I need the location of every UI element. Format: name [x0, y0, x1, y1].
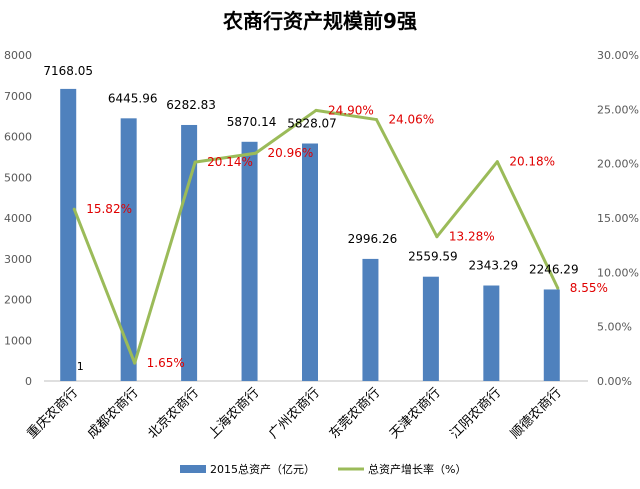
y-left-tick-label: 1000 [4, 334, 32, 347]
bar-value-label: 7168.05 [43, 64, 93, 78]
y-right-tick-label: 10.00% [597, 266, 639, 279]
line-value-label: 24.06% [388, 113, 434, 127]
y-right-tick-label: 5.00% [597, 321, 632, 334]
bar-value-label: 6282.83 [166, 98, 216, 112]
y-left-tick-label: 7000 [4, 90, 32, 103]
y-right-tick-label: 25.00% [597, 103, 639, 116]
legend-swatch-bar [180, 465, 206, 473]
x-tick-label: 重庆农商行 [24, 385, 81, 442]
line-point [72, 207, 76, 211]
line-point [254, 151, 258, 155]
bar [60, 88, 77, 381]
y-right-tick-label: 0.00% [597, 375, 632, 388]
x-tick-label: 东莞农商行 [327, 385, 384, 442]
line-value-label: 13.28% [449, 230, 495, 244]
bar-value-label: 6445.96 [108, 91, 158, 105]
y-right-tick-label: 20.00% [597, 158, 639, 171]
x-tick-label: 江阴农商行 [448, 385, 505, 442]
line-value-label: 24.90% [328, 103, 374, 117]
line-point [133, 361, 137, 365]
y-left-tick-label: 4000 [4, 212, 32, 225]
line-value-label: 20.18% [509, 155, 555, 169]
line-point [495, 160, 499, 164]
bar [483, 285, 500, 381]
y-left-tick-label: 2000 [4, 294, 32, 307]
line-point [193, 160, 197, 164]
x-tick-label: 天津农商行 [387, 385, 444, 442]
bar-value-label: 5870.14 [227, 115, 277, 129]
bar [241, 141, 258, 381]
y-left-tick-label: 5000 [4, 171, 32, 184]
legend-label-line: 总资产增长率（%） [368, 462, 466, 476]
bar-value-label: 2996.26 [348, 232, 398, 246]
line-value-label: 1.65% [147, 356, 185, 370]
legend-label-bar: 2015总资产（亿元） [210, 462, 315, 476]
y-right-tick-label: 30.00% [597, 49, 639, 62]
y-left-tick-label: 6000 [4, 131, 32, 144]
y-left-tick-label: 0 [25, 375, 32, 388]
x-tick-label: 广州农商行 [266, 385, 323, 442]
line-value-label: 20.96% [268, 146, 314, 160]
y-left-tick-label: 3000 [4, 253, 32, 266]
bar [422, 276, 439, 381]
bar [120, 118, 137, 381]
bar [362, 258, 379, 381]
line-point [556, 286, 560, 290]
bar-value-label: 2559.59 [408, 250, 458, 264]
bar [302, 143, 318, 381]
bar-value-label: 2343.29 [469, 259, 519, 273]
chart-title: 农商行资产规模前9强 [222, 9, 417, 33]
y-left-tick-label: 8000 [4, 49, 32, 62]
axes: 0 1000 2000 3000 4000 5000 6000 7000 8000 0.00% 5.… [4, 49, 639, 442]
line-value-label: 15.82% [86, 202, 132, 216]
x-tick-label: 顺德农商行 [508, 385, 565, 442]
line-point [314, 108, 318, 112]
bar [181, 124, 198, 382]
bar [543, 289, 560, 381]
bar-value-label: 2246.29 [529, 262, 579, 276]
stray-label: 1 [77, 360, 84, 373]
x-tick-label: 北京农商行 [145, 385, 202, 442]
line-point [374, 118, 378, 122]
legend: 2015总资产（亿元） 总资产增长率（%） [180, 462, 466, 476]
x-tick-label: 成都农商行 [85, 385, 142, 442]
line-value-label: 8.55% [570, 281, 608, 295]
bar-value-label: 5828.07 [287, 117, 337, 131]
x-tick-label: 上海农商行 [206, 385, 263, 442]
line-point [435, 235, 439, 239]
y-right-tick-label: 15.00% [597, 212, 639, 225]
bar-series [60, 88, 560, 382]
data-labels: 7168.05 6445.96 6282.83 5870.14 5828.07 2996.… [43, 64, 607, 373]
line-series [72, 108, 560, 365]
line-value-label: 20.14% [207, 155, 253, 169]
